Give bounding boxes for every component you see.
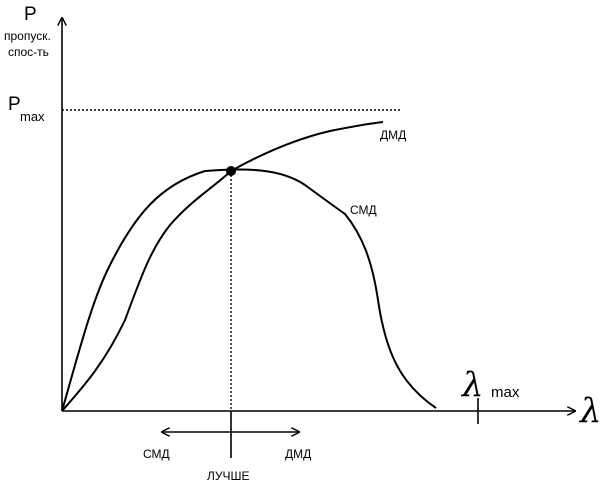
y-axis-caption-line2: спос-ть (8, 45, 49, 59)
p-max-symbol: P (8, 94, 21, 115)
dmd-curve-label: ДМД (380, 128, 406, 142)
lambda-max-subscript: max (491, 384, 520, 401)
p-max-label: P (8, 94, 21, 115)
better-right-label: ДМД (285, 447, 311, 461)
better-left-label: СМД (143, 447, 170, 461)
smd-curve-label: СМД (350, 203, 377, 217)
p-max-subscript: max (20, 109, 45, 124)
y-axis-caption-line1: пропуск. (4, 29, 51, 43)
lambda-max-symbol: λ (460, 365, 484, 405)
smd-curve (61, 168, 437, 412)
x-axis-label: λ (578, 391, 602, 431)
intersection-point (226, 166, 236, 176)
dmd-curve (61, 121, 384, 412)
y-axis-label: P (24, 4, 37, 25)
better-center-label: ЛУЧШЕ (207, 469, 250, 483)
